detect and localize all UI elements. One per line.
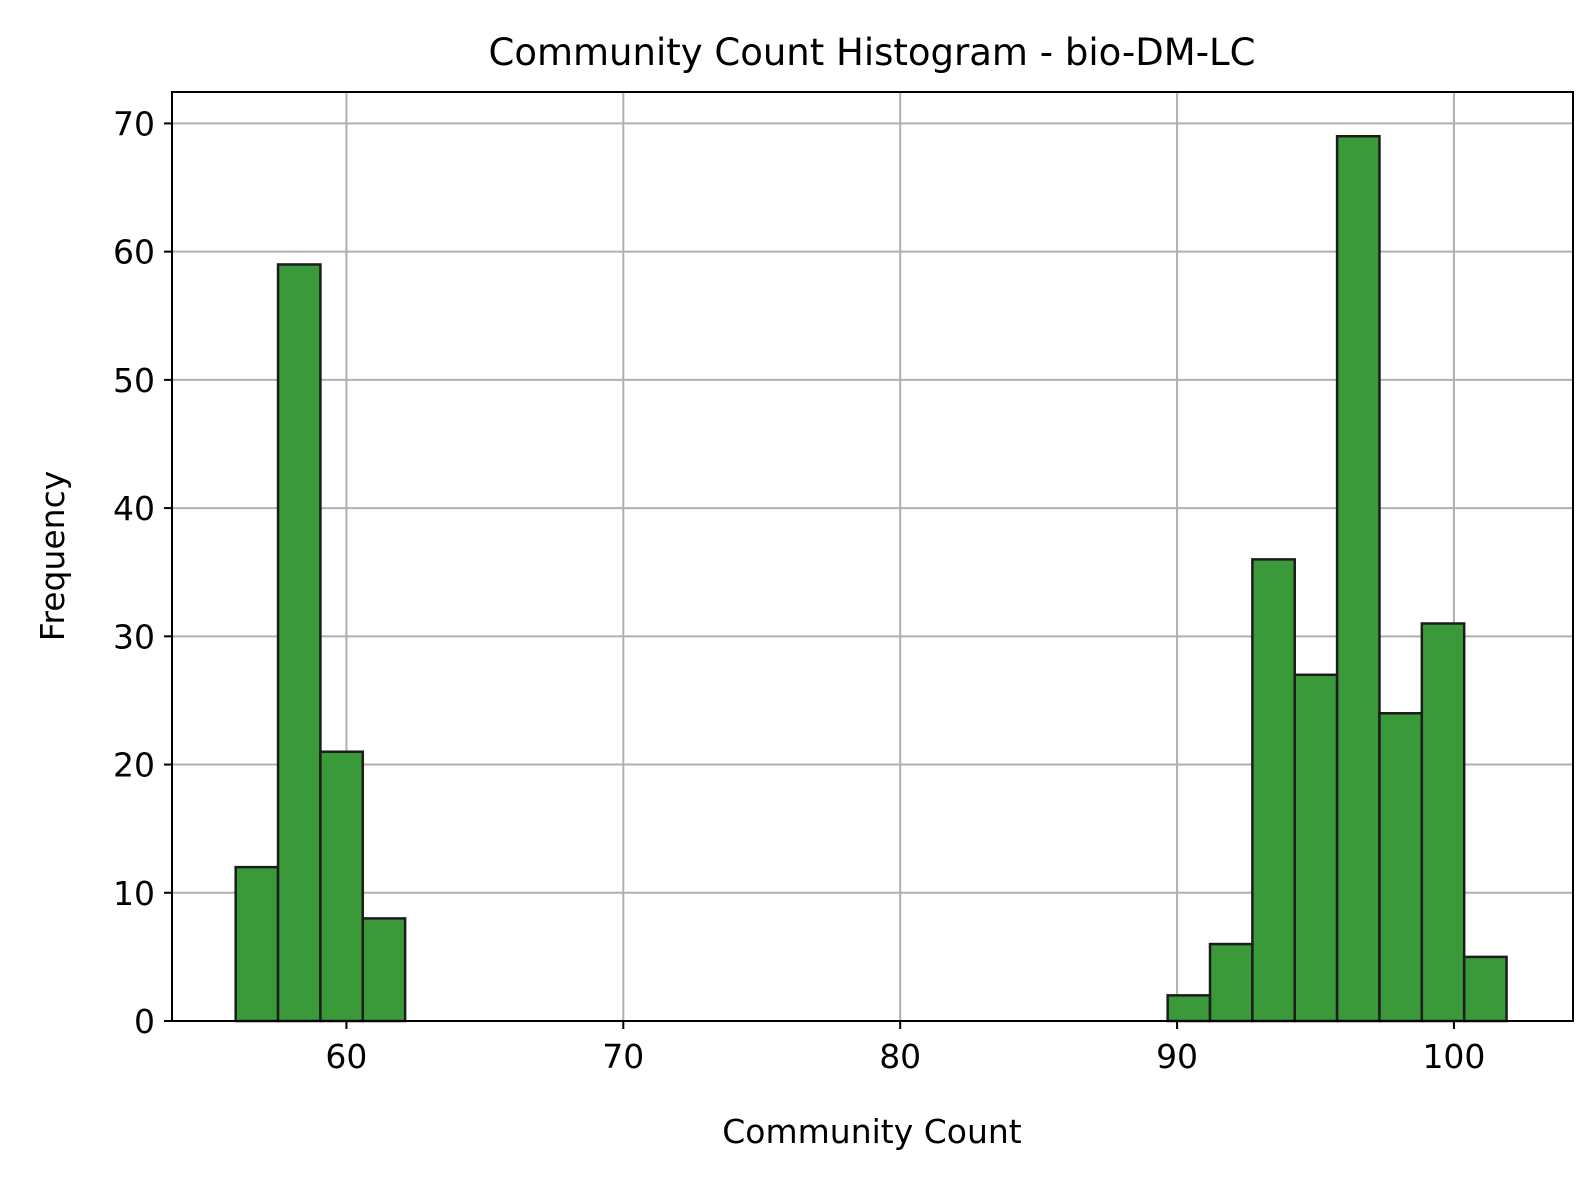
y-tick-label: 70 bbox=[113, 104, 155, 143]
histogram-bar bbox=[276, 263, 322, 1023]
x-tick-label: 60 bbox=[325, 1037, 367, 1076]
y-tick-label: 10 bbox=[113, 874, 155, 913]
histogram-bar bbox=[1335, 134, 1381, 1023]
histogram-bar bbox=[1251, 558, 1296, 1023]
y-tick-label: 40 bbox=[113, 489, 155, 528]
histogram-bar bbox=[319, 750, 365, 1023]
y-tick-label: 30 bbox=[113, 617, 155, 656]
histogram-bar bbox=[1378, 712, 1424, 1023]
y-tick-label: 20 bbox=[113, 746, 155, 785]
axes-frame bbox=[171, 91, 1574, 1022]
y-tick-label: 0 bbox=[134, 1002, 155, 1041]
histogram-bars bbox=[234, 134, 1508, 1023]
histogram-bar bbox=[1293, 673, 1339, 1023]
histogram-bar bbox=[361, 917, 407, 1023]
x-tick-label: 90 bbox=[1156, 1037, 1198, 1076]
histogram-bar bbox=[1462, 955, 1508, 1023]
histogram-bar bbox=[234, 865, 280, 1023]
histogram-bar bbox=[1166, 994, 1212, 1023]
histogram-bar bbox=[1420, 622, 1466, 1023]
x-tick-label: 70 bbox=[602, 1037, 644, 1076]
y-axis-label: Frequency bbox=[33, 471, 72, 641]
x-axis-ticks: 60 70 80 90 100 bbox=[325, 1021, 1485, 1076]
x-tick-label: 100 bbox=[1422, 1037, 1485, 1076]
y-axis-ticks: 0 10 20 30 40 50 60 70 bbox=[113, 104, 172, 1041]
x-axis-label: Community Count bbox=[722, 1112, 1022, 1151]
y-tick-label: 50 bbox=[113, 361, 155, 400]
chart-title: Community Count Histogram - bio-DM-LC bbox=[488, 31, 1255, 74]
y-tick-label: 60 bbox=[113, 233, 155, 272]
x-tick-label: 80 bbox=[879, 1037, 921, 1076]
histogram-bar bbox=[1208, 942, 1254, 1023]
